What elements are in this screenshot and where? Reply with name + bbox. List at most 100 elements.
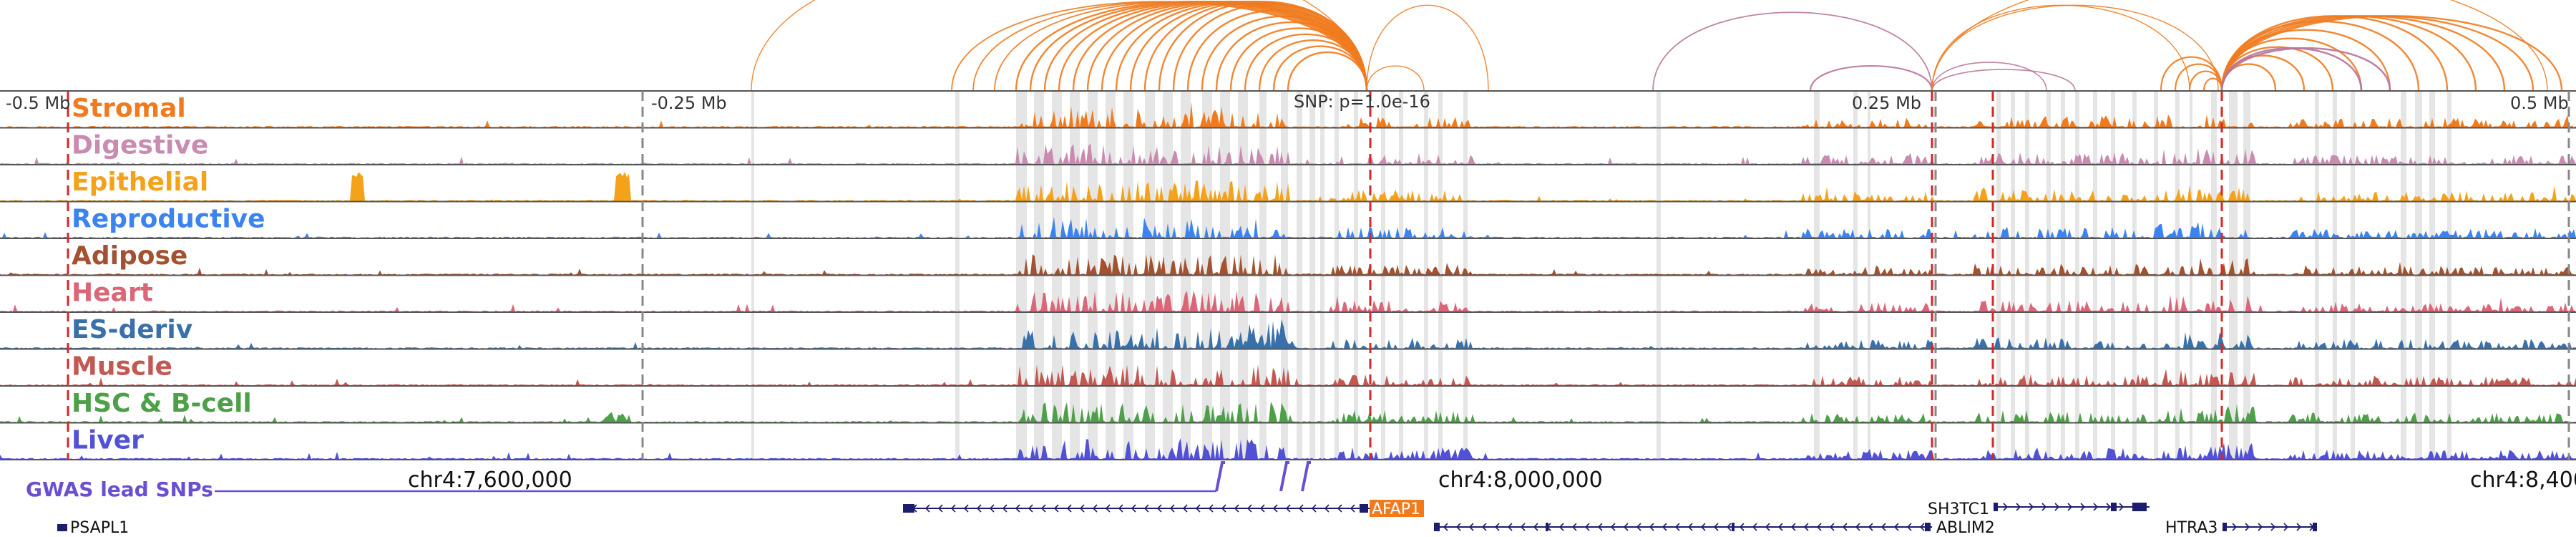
strand-arrow [937,504,943,513]
strand-arrow [963,504,969,513]
loop-arc [1366,4,1489,92]
strand-arrow [1092,504,1098,513]
strand-arrow [1350,504,1355,513]
strand-arrow [1105,504,1111,513]
strand-arrow [1195,504,1201,513]
strand-arrow [2029,503,2034,511]
offset-label-plus-0-25: 0.25 Mb [1852,93,1921,113]
strand-arrow [1182,504,1188,513]
strand-arrow [1649,523,1654,531]
track-stromal[interactable] [0,102,2576,129]
strand-arrow [1015,504,1020,513]
strand-arrow [2093,503,2099,511]
offset-label-minus-0-25: -0.25 Mb [651,93,727,113]
strand-arrow [2258,523,2263,531]
track-digestive[interactable] [0,143,2576,165]
gene-ablim2[interactable]: ABLIM2 [1936,519,1995,537]
strand-arrow [2270,523,2276,531]
strand-arrow [1169,504,1175,513]
strand-arrow [1143,504,1149,513]
track-hsc-b-cell[interactable] [0,402,2576,424]
track-label-reproductive: Reproductive [72,205,265,234]
signal-area [0,172,2576,202]
loop-arc [1143,1,1368,92]
signal-area [0,253,2576,276]
strand-arrow [2106,503,2112,511]
signal-tracks [0,90,2576,460]
strand-arrow [1842,523,1848,531]
strand-arrow [1002,504,1008,513]
track-label-liver: Liver [72,426,144,455]
strand-arrow [1777,523,1783,531]
track-es-deriv[interactable] [0,319,2576,350]
strand-arrow [2054,503,2060,511]
strand-arrow [1443,523,1448,531]
track-muscle[interactable] [0,364,2576,387]
gene-exon [1434,523,1440,531]
track-label-heart: Heart [72,279,153,308]
strand-arrow [1636,523,1641,531]
loop-arc [2160,56,2223,92]
coordinate-axis: chr4:7,600,000 chr4:8,000,000 chr4:8,400 [408,468,2576,493]
strand-arrow [1337,504,1342,513]
strand-arrow [1906,523,1912,531]
strand-arrow [1040,504,1046,513]
coord-label-8000000: chr4:8,000,000 [1438,468,1603,493]
strand-arrow [1481,523,1487,531]
strand-arrow [989,504,995,513]
track-heart[interactable] [0,290,2576,313]
gwas-snp-marker [1215,461,1225,492]
strand-arrow [1662,523,1667,531]
gwas-snp-marker [1301,461,1311,492]
gwas-label: GWAS lead SNPs [26,478,213,501]
strand-arrow [1829,523,1835,531]
loop-arc [2220,47,2363,92]
track-adipose[interactable] [0,253,2576,276]
track-label-stromal: Stromal [72,94,186,123]
gene-exon [2111,503,2117,511]
strand-arrow [2283,523,2289,531]
strand-arrow [950,504,956,513]
strand-arrow [2296,523,2302,531]
strand-arrow [1700,523,1706,531]
offset-labels: -0.5 Mb -0.25 Mb 0.25 Mb 0.5 Mb [6,93,2569,113]
signal-area [0,216,2576,238]
gene-psapl1[interactable]: PSAPL1 [57,519,129,537]
signal-area [0,364,2576,386]
strand-arrow [1455,523,1461,531]
strand-arrow [1752,523,1757,531]
track-label-es-deriv: ES-deriv [72,315,192,344]
gene-afap1[interactable]: AFAP1 [1370,500,1424,518]
loop-arc [1158,1,1368,92]
strand-arrow [1610,523,1616,531]
strand-arrow [1324,504,1330,513]
position-markers [67,91,2570,460]
gene-sh3tc1-body [1994,503,2150,511]
gene-label-sh3tc1: SH3TC1 [1928,500,1989,518]
gene-exon [1546,523,1548,531]
gene-sh3tc1[interactable]: SH3TC1 [1928,500,1989,518]
strand-arrow [2041,503,2047,511]
track-epithelial[interactable] [0,172,2576,203]
gene-htra3[interactable]: HTRA3 [2165,519,2218,537]
signal-area [0,319,2576,349]
chromatin-loop-arcs [751,0,2563,92]
signal-area [0,290,2576,312]
coord-label-8400000: chr4:8,400 [2470,468,2576,493]
track-label-digestive: Digestive [72,131,208,160]
track-label-epithelial: Epithelial [72,168,208,197]
strand-arrow [1118,504,1123,513]
loop-arc [1931,0,2548,92]
loop-arc [1931,62,2047,92]
strand-arrow [2119,503,2124,511]
strand-arrow [1221,504,1226,513]
gene-exon [903,504,914,513]
strand-arrow [1687,523,1693,531]
strand-arrow [1803,523,1809,531]
strand-arrow [2080,503,2086,511]
track-reproductive[interactable] [0,216,2576,239]
loop-arc [751,0,1367,92]
gwas-snp-marker [1279,461,1289,492]
gene-label-afap1-highlight [1370,500,1424,517]
strand-arrow [1623,523,1629,531]
